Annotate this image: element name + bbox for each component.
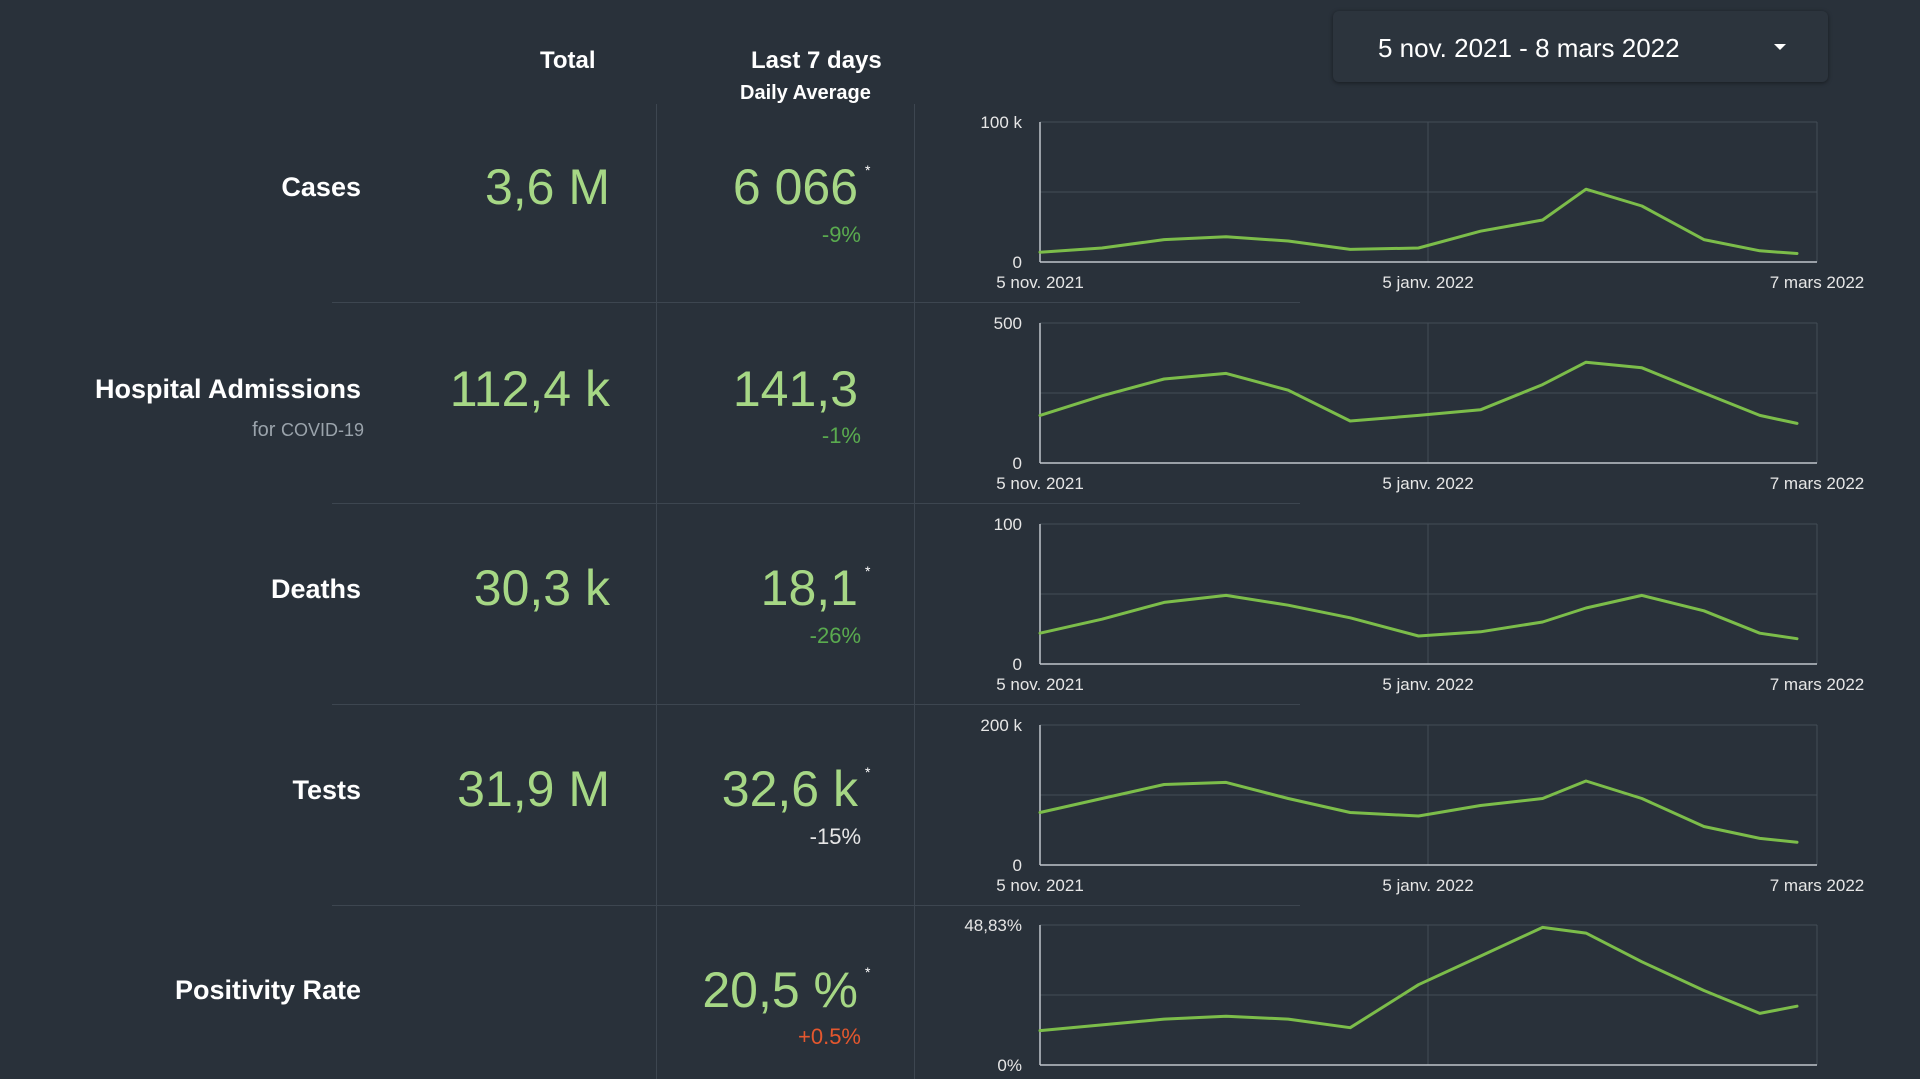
metric-label-deaths: Deaths — [270, 574, 361, 604]
metric-avg-deaths: 18,1 — [760, 560, 858, 616]
metric-total-tests: 31,9 M — [457, 761, 610, 817]
metric-total-cases: 3,6 M — [484, 159, 610, 215]
x-tick-label: 5 nov. 2021 — [996, 474, 1084, 493]
row-divider — [332, 302, 1300, 303]
metric-change-hospital-admissions: -1% — [821, 423, 861, 448]
sublabel-suffix: COVID-19 — [280, 420, 364, 440]
x-tick-label: 5 nov. 2021 — [996, 876, 1084, 895]
column-divider-avg — [914, 104, 915, 1079]
y-tick-label: 0 — [1013, 655, 1022, 674]
x-tick-label: 5 nov. 2021 — [996, 273, 1084, 292]
x-tick-label: 5 janv. 2022 — [1382, 675, 1473, 694]
y-tick-label: 0 — [1013, 856, 1022, 875]
footnote-marker: * — [865, 563, 871, 579]
x-tick-label: 7 mars 2022 — [1770, 474, 1865, 493]
footnote-marker: * — [865, 964, 871, 980]
y-tick-label: 200 k — [980, 716, 1022, 735]
metric-change-tests: -15% — [809, 824, 861, 849]
metric-label-cases: Cases — [281, 172, 361, 202]
series-line — [1038, 360, 1799, 425]
x-tick-label: 5 nov. 2021 — [996, 675, 1084, 694]
series-line — [1038, 779, 1799, 844]
row-divider — [332, 905, 1300, 906]
date-range-picker[interactable]: 5 nov. 2021 - 8 mars 2022 — [1333, 11, 1828, 82]
footnote-marker: * — [865, 162, 871, 178]
row-divider — [332, 704, 1300, 705]
metric-label-positivity-rate: Positivity Rate — [174, 975, 361, 1005]
header-last-7-days: Last 7 days — [751, 47, 882, 74]
x-tick-label: 5 janv. 2022 — [1382, 1076, 1473, 1079]
y-tick-label: 0 — [1013, 253, 1022, 272]
metric-avg-tests: 32,6 k — [721, 761, 858, 817]
metric-avg-positivity-rate: 20,5 % — [702, 962, 858, 1018]
metric-avg-cases: 6 066 — [732, 159, 858, 215]
series-line — [1038, 593, 1799, 641]
metric-sublabel-hospital-admissions: for COVID-19 — [252, 419, 364, 442]
x-tick-label: 7 mars 2022 — [1770, 273, 1865, 292]
y-tick-label: 0 — [1013, 454, 1022, 473]
date-range-value: 5 nov. 2021 - 8 mars 2022 — [1378, 33, 1680, 63]
y-tick-label: 500 — [994, 314, 1022, 333]
row-divider — [332, 503, 1300, 504]
metric-total-deaths: 30,3 k — [473, 560, 610, 616]
metric-avg-hospital-admissions: 141,3 — [732, 361, 858, 417]
metric-change-cases: -9% — [821, 222, 861, 247]
metric-change-deaths: -26% — [809, 623, 861, 648]
metric-change-positivity-rate: +0.5% — [798, 1024, 861, 1049]
x-tick-label: 7 mars 2022 — [1770, 876, 1865, 895]
x-tick-label: 5 janv. 2022 — [1382, 273, 1473, 292]
metric-label-hospital-admissions: Hospital Admissions — [94, 374, 361, 404]
x-tick-label: 5 nov. 2021 — [996, 1076, 1084, 1079]
footnote-marker: * — [865, 764, 871, 780]
y-tick-label: 48,83% — [964, 916, 1022, 935]
y-tick-label: 100 — [994, 515, 1022, 534]
chevron-down-icon — [1774, 44, 1786, 50]
x-tick-label: 7 mars 2022 — [1770, 675, 1865, 694]
sublabel-prefix: for — [252, 419, 276, 441]
y-tick-label: 0% — [997, 1056, 1022, 1075]
header-total: Total — [540, 47, 596, 74]
series-line — [1038, 925, 1799, 1033]
x-tick-label: 7 mars 2022 — [1770, 1076, 1865, 1079]
metric-label-tests: Tests — [292, 775, 361, 805]
column-divider-total — [656, 104, 657, 1079]
series-line — [1038, 187, 1799, 255]
y-tick-label: 100 k — [980, 113, 1022, 132]
x-tick-label: 5 janv. 2022 — [1382, 876, 1473, 895]
x-tick-label: 5 janv. 2022 — [1382, 474, 1473, 493]
metric-total-hospital-admissions: 112,4 k — [449, 361, 610, 417]
header-daily-average: Daily Average — [740, 82, 871, 104]
